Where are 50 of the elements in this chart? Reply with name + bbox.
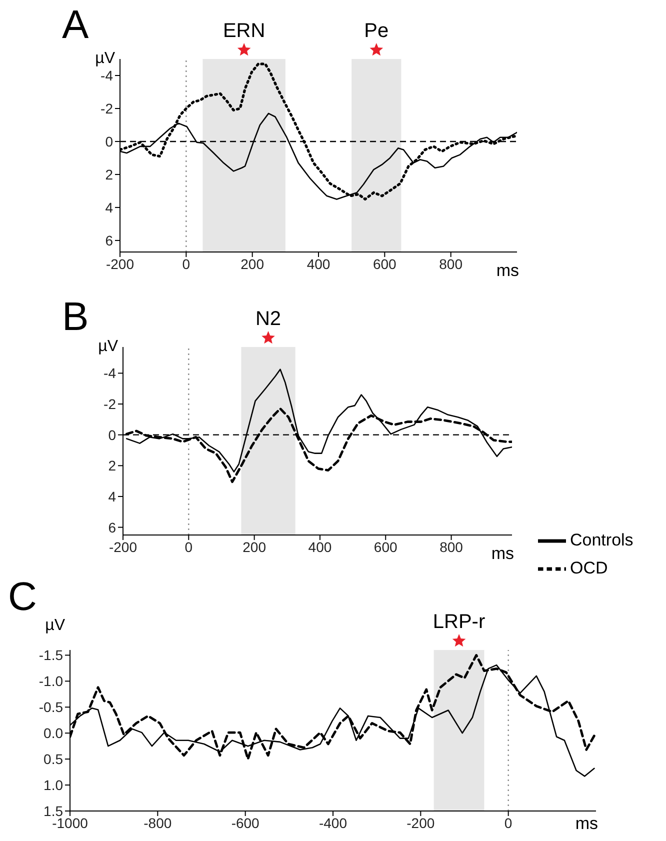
x-axis-title: ms: [575, 814, 598, 833]
x-tick-label: -200: [406, 814, 435, 831]
x-tick-label: 400: [308, 538, 332, 555]
y-tick-label: -4: [104, 365, 116, 382]
y-tick-label: 6: [108, 519, 116, 536]
y-tick-label: 1.0: [44, 777, 64, 793]
y-tick-label: -2: [100, 100, 114, 116]
x-tick-label: -600: [231, 814, 260, 831]
x-tick-label: -200: [106, 256, 134, 272]
y-tick-label: 4: [108, 488, 116, 504]
x-tick-label: 400: [306, 256, 330, 272]
x-axis-title: ms: [491, 544, 514, 563]
y-tick-label: 4: [105, 199, 114, 216]
x-tick-label: -800: [144, 814, 172, 831]
x-tick-label: 600: [372, 256, 397, 272]
y-axis-title: µV: [98, 338, 118, 355]
legend-label: OCD: [570, 558, 608, 578]
band-label: N2: [255, 308, 282, 330]
y-tick-label: -1.5: [38, 647, 64, 664]
x-tick-label: 200: [242, 538, 266, 555]
y-axis-title: µV: [95, 50, 116, 67]
x-tick-label: 800: [439, 256, 463, 272]
y-tick-label: 6: [105, 232, 114, 248]
x-tick-label: 0: [504, 814, 512, 831]
y-tick-label: 0.5: [44, 751, 64, 768]
chart-title: B: [62, 294, 89, 340]
x-tick-label: 600: [374, 538, 398, 555]
y-tick-label: 2: [108, 458, 116, 474]
x-tick-label: -400: [318, 814, 348, 831]
band-label: ERN: [222, 20, 266, 42]
x-tick-label: 200: [240, 256, 264, 272]
x-axis-title: ms: [496, 261, 519, 280]
y-tick-label: -0.5: [38, 699, 64, 716]
y-tick-label: 0: [108, 426, 116, 443]
y-tick-label: 0: [105, 133, 114, 150]
x-tick-label: 0: [184, 538, 193, 555]
chart-title: A: [62, 2, 89, 48]
y-tick-label: -1.0: [38, 673, 64, 690]
y-tick-label: -4: [100, 67, 114, 84]
legend-label: Controls: [570, 530, 634, 550]
y-axis-title: µV: [45, 617, 66, 634]
x-tick-label: 800: [440, 538, 464, 555]
x-tick-label: 0: [182, 256, 190, 272]
band-label: Pe: [364, 20, 389, 42]
y-tick-label: -2: [104, 396, 116, 412]
x-tick-label: -200: [108, 538, 138, 555]
y-tick-label: 0.0: [44, 725, 64, 742]
band-label: LRP-r: [432, 611, 486, 633]
chart-title: C: [8, 574, 37, 620]
y-tick-label: 2: [105, 166, 114, 182]
